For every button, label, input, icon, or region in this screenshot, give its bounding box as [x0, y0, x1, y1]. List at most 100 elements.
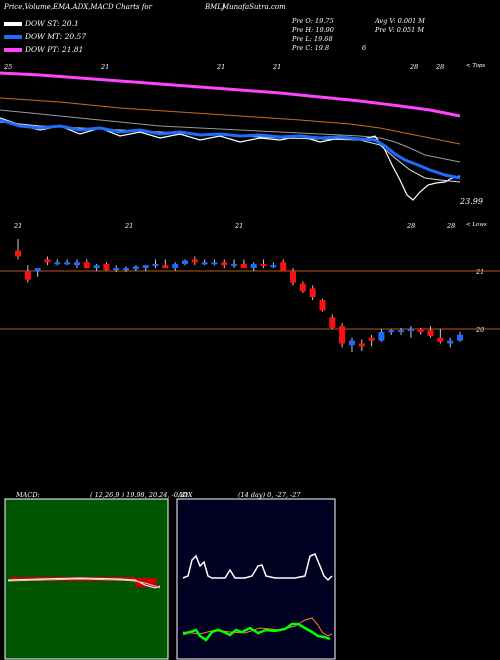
candle-up — [201, 262, 208, 265]
candle-up — [93, 265, 100, 269]
macd-line — [7, 577, 161, 589]
macd-signal-line — [7, 578, 161, 589]
candle-down — [427, 330, 434, 336]
adx-values: (14 day) 0, -27, -27 — [238, 491, 301, 499]
candle-up — [73, 262, 80, 266]
candle-up — [181, 260, 188, 265]
price-level-label: 20 — [476, 326, 485, 334]
candle-up — [407, 329, 414, 331]
ohlc-close-extra: 6 — [362, 44, 367, 52]
candle-down — [221, 262, 228, 266]
ema-mid-line — [0, 118, 461, 180]
legend-label: DOW PT: 21.81 — [25, 45, 84, 54]
ohlc-low: Pre L: 19.68 — [292, 35, 333, 43]
candle-up — [54, 262, 61, 265]
ohlc-open: Pre O: 19.75 — [292, 17, 334, 25]
candle-up — [447, 340, 454, 344]
candle-up — [123, 268, 130, 271]
price-level-label: 21 — [476, 268, 485, 276]
candle-up — [398, 330, 405, 333]
candle-up — [172, 264, 179, 269]
candle-down — [162, 265, 169, 269]
legend-label: DOW ST: 20.1 — [25, 19, 79, 28]
candle-down — [299, 283, 306, 292]
candle-up — [270, 265, 277, 268]
candle-down — [309, 288, 316, 298]
macd-panel — [4, 498, 169, 660]
ema-corner-label: < Tops — [466, 63, 486, 69]
candle-up — [348, 340, 355, 346]
candle-up — [211, 262, 218, 265]
candle-date-label: 21 — [235, 222, 244, 230]
ema-date-label: 21 — [273, 63, 282, 71]
legend-short-term: DOW ST: 20.1 — [4, 19, 79, 28]
candle-up — [388, 330, 395, 333]
ema-panel — [0, 71, 461, 201]
candle-down — [280, 262, 287, 271]
candle-down — [319, 300, 326, 311]
ema-last-price: 23.99 — [460, 197, 483, 206]
chart-title: Price,Volume,EMA,ADX,MACD Charts for — [4, 3, 152, 11]
candle-date-label: 21 — [14, 222, 23, 230]
candle-down — [15, 250, 21, 257]
ema-date-label: 25 — [4, 63, 13, 71]
candle-down — [24, 271, 31, 280]
candle-up — [142, 265, 149, 269]
candle-date-label: 28 — [407, 222, 416, 230]
avg-volume: Avg V: 0.001 M — [375, 17, 425, 25]
volume: Pre V: 0.051 M — [375, 26, 425, 34]
candle-down — [417, 329, 424, 332]
ema-date-label: 21 — [101, 63, 110, 71]
stock-symbol: BMLJ — [205, 3, 225, 11]
macd-label: MACD: — [16, 491, 40, 499]
candle-down — [44, 259, 51, 263]
candle-date-label: 28 — [447, 222, 456, 230]
legend-long-term: DOW PT: 21.81 — [4, 45, 83, 54]
ema-long-line — [0, 71, 461, 118]
candle-panel — [0, 239, 500, 353]
ema-date-label: 21 — [217, 63, 226, 71]
candle-down — [191, 259, 198, 263]
candle-down — [339, 326, 346, 344]
candle-up — [152, 264, 159, 267]
candle-up — [250, 264, 257, 269]
legend-swatch-blue — [4, 35, 22, 39]
ema-grey-line — [0, 109, 461, 163]
candle-down — [290, 271, 297, 283]
candle-up — [231, 264, 238, 267]
candles-group — [15, 239, 463, 353]
candle-down — [437, 337, 444, 342]
candle-up — [457, 334, 463, 341]
candle-up — [64, 262, 71, 265]
candle-down — [368, 337, 375, 341]
ohlc-high: Pre H: 19.90 — [292, 26, 334, 34]
ema-date-label: 28 — [436, 63, 445, 71]
candle-down — [260, 264, 267, 267]
ohlc-close: Pre C: 19.8 — [292, 44, 330, 52]
legend-swatch-white — [4, 22, 22, 26]
adx-label: ADX — [178, 491, 193, 499]
site-name: MunafaSutra.com — [222, 3, 286, 11]
adx-di-plus — [182, 622, 331, 642]
ema-orange-line — [0, 97, 461, 145]
legend-mid-term: DOW MT: 20.57 — [4, 32, 86, 41]
adx-line — [182, 553, 333, 582]
adx-panel — [176, 498, 336, 660]
legend-label: DOW MT: 20.57 — [25, 32, 87, 41]
candle-corner-label: < Lows — [466, 222, 487, 228]
legend-swatch-magenta — [4, 48, 22, 52]
candle-down — [329, 317, 336, 328]
macd-values: ( 12,26,9 ) 19.98, 20.24, -0.31 — [90, 491, 189, 499]
candle-down — [358, 343, 365, 347]
candle-down — [240, 264, 247, 269]
candle-up — [34, 268, 41, 271]
candle-up — [132, 266, 139, 270]
ema-date-label: 28 — [410, 63, 419, 71]
candle-up — [113, 268, 120, 271]
candle-up — [378, 331, 385, 341]
candle-down — [83, 262, 90, 269]
candle-date-label: 21 — [125, 222, 134, 230]
candle-down — [103, 264, 110, 270]
